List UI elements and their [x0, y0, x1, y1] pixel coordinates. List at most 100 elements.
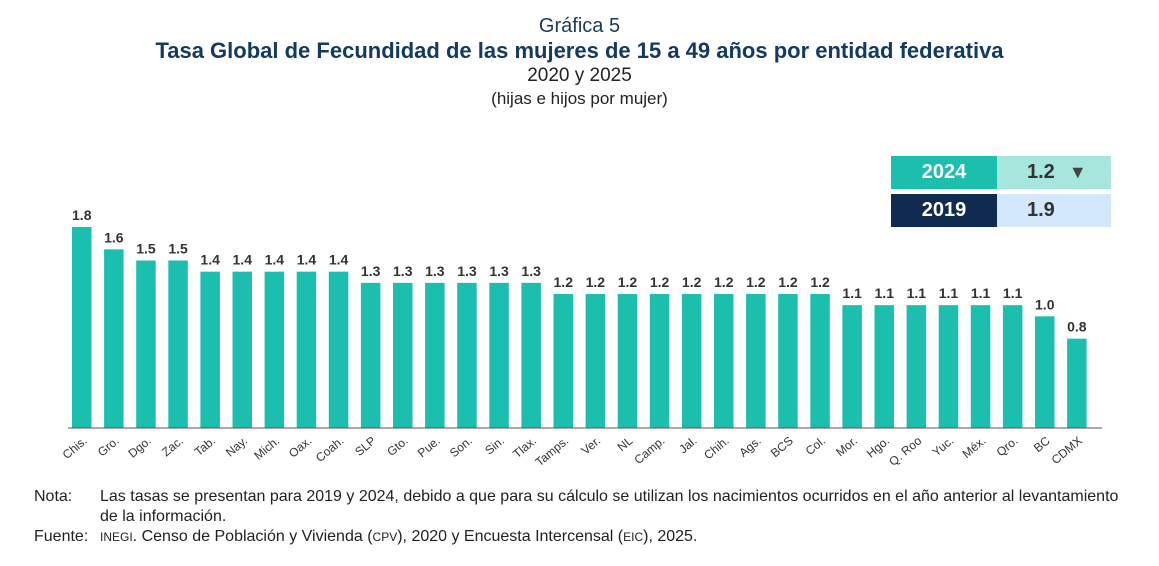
bar-11 [425, 282, 445, 428]
chart-subtitle: 2020 y 2025 [527, 65, 632, 86]
category-label-5: Nay. [223, 434, 250, 460]
data-label-19: 1.2 [682, 274, 702, 290]
category-label-15: Tamps. [533, 434, 572, 470]
data-label-24: 1.1 [842, 285, 862, 301]
data-label-13: 1.3 [489, 263, 509, 279]
data-label-15: 1.2 [554, 274, 574, 290]
category-label-28: Méx. [960, 434, 989, 461]
data-label-23: 1.2 [810, 274, 830, 290]
summary-row-2019: 2019 1.9 [891, 194, 1111, 227]
bar-19 [681, 294, 702, 428]
source-part-2: ), 2020 y Encuesta Intercensal ( [397, 528, 624, 545]
summary-value-2019-text: 1.9 [1027, 199, 1055, 221]
category-label-10: Gto. [384, 434, 410, 459]
bar-0 [72, 227, 92, 428]
data-label-28: 1.1 [971, 285, 991, 301]
source-text: INEGI. Censo de Población y Vivienda (CP… [100, 527, 1134, 547]
note-label: Nota: [34, 488, 73, 505]
bar-13 [489, 282, 509, 428]
data-label-14: 1.3 [521, 263, 541, 279]
bar-6 [264, 271, 285, 428]
bar-3 [168, 260, 188, 428]
bar-21 [746, 294, 766, 428]
bar-16 [585, 294, 606, 428]
data-label-17: 1.2 [618, 274, 638, 290]
category-label-26: Q. Roo [886, 433, 924, 468]
category-label-0: Chis. [60, 434, 90, 462]
category-label-11: Pue. [415, 434, 443, 461]
bar-chart: 1.8 Chis. 1.6 Gro. 1.5 Dgo. 1.5 Zac. 1.4 Tab. 1.4 N… [60, 207, 1102, 470]
data-label-0: 1.8 [72, 207, 92, 223]
summary-row-2024: 2024 1.2 ▼ [891, 156, 1111, 189]
note-row: Nota: Las tasas se presentan para 2019 y… [34, 487, 1134, 527]
data-label-6: 1.4 [265, 252, 285, 268]
data-label-8: 1.4 [329, 252, 349, 268]
category-label-13: Sin. [482, 434, 507, 458]
category-label-21: Ags. [736, 434, 763, 460]
bar-23 [810, 294, 830, 428]
source-part-1: . Censo de Población y Vivienda ( [132, 528, 373, 545]
data-label-21: 1.2 [746, 274, 766, 290]
data-label-5: 1.4 [233, 252, 253, 268]
chart-number: Gráfica 5 [538, 15, 621, 37]
data-label-10: 1.3 [393, 263, 413, 279]
category-label-1: Gro. [95, 434, 122, 460]
data-label-16: 1.2 [586, 274, 606, 290]
data-label-29: 1.1 [1003, 285, 1023, 301]
category-label-4: Tab. [192, 434, 218, 459]
data-label-11: 1.3 [425, 263, 445, 279]
summary-value-2024: 1.2 ▼ [997, 156, 1111, 189]
data-label-3: 1.5 [168, 241, 188, 257]
category-label-23: Col. [803, 434, 828, 458]
bar-14 [521, 282, 541, 428]
data-label-31: 0.8 [1067, 319, 1087, 335]
source-part-3: ), 2025. [643, 528, 698, 545]
bar-27 [938, 305, 959, 428]
data-label-1: 1.6 [104, 229, 124, 245]
note-text: Las tasas se presentan para 2019 y 2024,… [100, 488, 1119, 525]
bar-24 [842, 305, 862, 428]
category-label-27: Yuc. [929, 434, 956, 460]
chart-title: Tasa Global de Fecundidad de las mujeres… [155, 38, 1004, 63]
bar-1 [104, 249, 124, 428]
data-label-12: 1.3 [457, 263, 477, 279]
bar-15 [553, 294, 573, 428]
bar-12 [457, 282, 477, 428]
bar-29 [1002, 305, 1023, 428]
summary-year-2019: 2019 [891, 194, 997, 227]
data-label-20: 1.2 [714, 274, 734, 290]
data-label-7: 1.4 [297, 252, 317, 268]
bar-18 [649, 294, 670, 428]
bar-10 [393, 282, 413, 428]
data-label-26: 1.1 [907, 285, 927, 301]
source-cpv: CPV [372, 530, 398, 544]
bar-8 [328, 271, 349, 428]
bar-20 [714, 294, 734, 428]
category-label-17: NL [615, 433, 636, 454]
bar-7 [296, 271, 317, 428]
category-label-6: Mich. [251, 434, 282, 463]
data-label-22: 1.2 [778, 274, 798, 290]
down-triangle-icon: ▼ [1068, 162, 1087, 182]
summary-value-2024-text: 1.2 [1027, 161, 1055, 183]
source-row: Fuente: INEGI. Censo de Población y Vivi… [34, 527, 1134, 547]
data-label-9: 1.3 [361, 263, 381, 279]
category-label-8: Coah. [313, 434, 347, 465]
bar-31 [1067, 338, 1087, 428]
bar-22 [778, 294, 798, 428]
bar-2 [136, 260, 156, 428]
summary-value-2019: 1.9 [997, 194, 1111, 227]
bar-4 [200, 271, 220, 428]
bar-9 [360, 282, 381, 428]
category-label-24: Mor. [833, 434, 860, 460]
summary-year-2024: 2024 [891, 156, 997, 189]
chart-unit: (hijas e hijos por mujer) [491, 89, 668, 108]
data-label-4: 1.4 [200, 252, 220, 268]
source-label: Fuente: [34, 528, 89, 545]
category-label-19: Jal. [676, 434, 699, 457]
category-label-22: BCS [768, 434, 796, 461]
data-label-25: 1.1 [875, 285, 895, 301]
bar-25 [874, 305, 894, 428]
notes: Nota: Las tasas se presentan para 2019 y… [34, 487, 1134, 547]
category-label-3: Zac. [159, 434, 186, 460]
